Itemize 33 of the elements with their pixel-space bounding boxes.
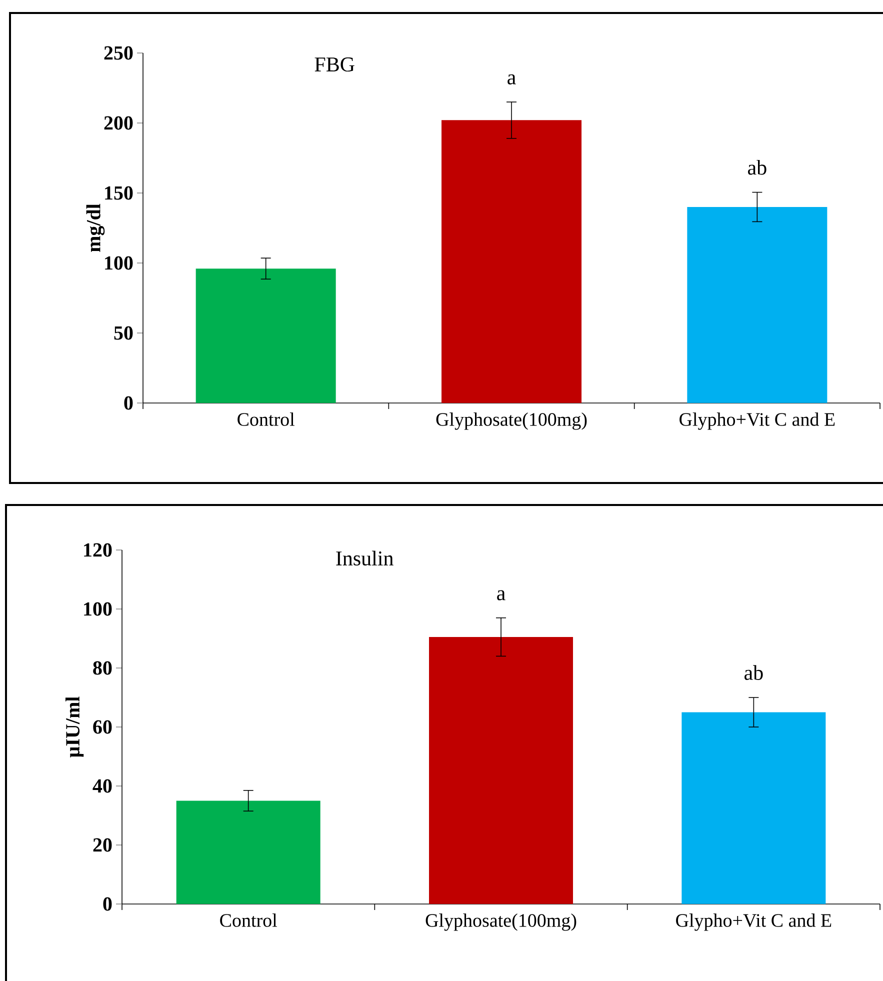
chart-title: FBG [314, 57, 354, 72]
y-tick-label: 250 [104, 46, 133, 60]
annotation: a [497, 590, 506, 600]
x-tick-label: Control [220, 914, 277, 927]
y-tick-label: 0 [103, 897, 112, 911]
bar [682, 712, 826, 904]
x-tick-label: Glyphosate(100mg) [426, 914, 576, 931]
annotation: ab [744, 665, 763, 680]
x-tick-label: Control [238, 412, 294, 426]
bar [196, 268, 336, 403]
y-tick-label: 80 [93, 661, 112, 675]
x-tick-label: Glypho+Vit C and E [676, 914, 832, 931]
y-tick-label: 50 [114, 326, 133, 340]
y-tick-label: 100 [105, 256, 133, 270]
y-axis-title: µIU/ml [65, 696, 84, 758]
y-axis-title: mg/dl [86, 204, 105, 252]
y-tick-label: 20 [93, 838, 112, 852]
y-tick-label: 200 [104, 116, 133, 130]
x-tick-label: Glypho+Vit C and E [680, 412, 835, 430]
y-tick-label: 120 [84, 543, 112, 557]
annotation: a [508, 74, 516, 84]
bar [687, 206, 828, 403]
y-tick-label: 0 [124, 396, 133, 410]
annotation: ab [748, 160, 766, 175]
bar [429, 637, 574, 904]
y-tick-label: 60 [93, 720, 112, 734]
bar [176, 800, 320, 904]
y-tick-label: 40 [92, 779, 112, 793]
chart-title: Insulin [336, 550, 394, 566]
y-tick-label: 150 [105, 186, 133, 200]
x-tick-label: Glyphosate(100mg) [436, 412, 587, 430]
bar [442, 120, 582, 403]
y-tick-label: 100 [84, 602, 112, 616]
